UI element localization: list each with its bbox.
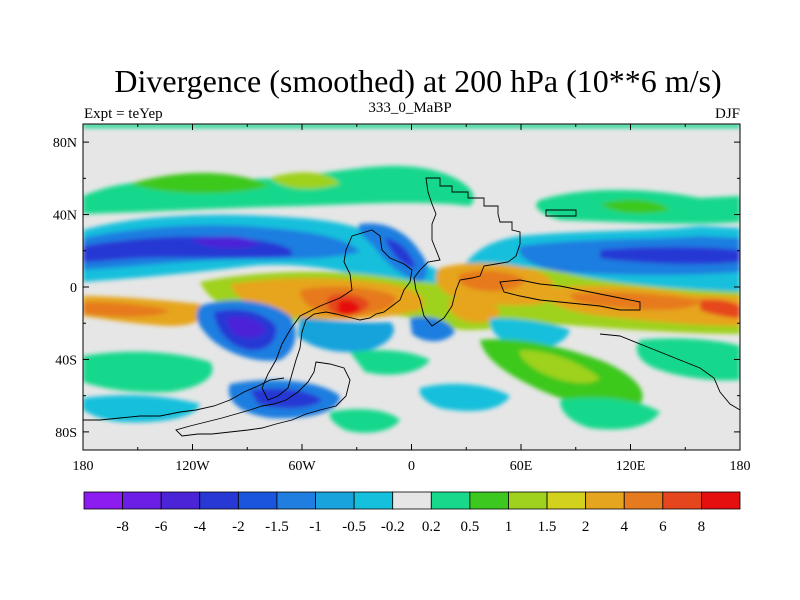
dateline-divergence-core xyxy=(700,299,740,318)
colorbar-label: 4 xyxy=(620,519,628,535)
colorbar-box xyxy=(546,491,587,510)
pacific-convergence-east-core xyxy=(600,247,740,265)
colorbar-box xyxy=(623,491,664,510)
colorbar: -8 -6 -4 -2 -1.5 -1 -0.5 -0.2 0.2 0.5 1 1.5 2 4 6 8 xyxy=(83,491,741,535)
south-atlantic-convergence xyxy=(298,318,394,353)
antarctic-peninsula-outline xyxy=(175,361,351,437)
maritime-continent-outline xyxy=(499,279,641,311)
south-negative-patch-indian xyxy=(419,383,510,412)
colorbar-box xyxy=(585,491,625,510)
atlantic-convergence-core xyxy=(385,238,416,268)
colorbar-label: 1.5 xyxy=(538,519,557,535)
north-positive-core2 xyxy=(270,172,340,189)
x-tick-label: 60E xyxy=(510,459,533,474)
colorbar-box xyxy=(469,491,509,510)
colorbar-label: -6 xyxy=(155,519,168,535)
south-positive-patch-core xyxy=(519,350,600,384)
coastlines xyxy=(83,177,740,437)
colorbar-label: 6 xyxy=(659,519,667,535)
north-convergence-peak xyxy=(190,236,260,249)
colorbar-box xyxy=(276,491,316,510)
colorbar-label: -0.2 xyxy=(381,519,405,535)
y-tick-label: 80S xyxy=(55,426,77,441)
y-axis: 80N 40N 0 40S 80S xyxy=(53,136,740,441)
run-label: 333_0_MaBP xyxy=(368,100,451,116)
colorbar-box xyxy=(237,491,278,510)
divergence-max xyxy=(338,300,360,316)
y-tick-label: 40N xyxy=(53,209,77,224)
colorbar-label: 8 xyxy=(698,519,706,535)
south-positive-patch-east xyxy=(636,338,740,381)
north-positive-band xyxy=(83,165,474,214)
antarctic-coast-outline xyxy=(83,377,285,421)
north-positive-core3 xyxy=(600,199,670,214)
x-tick-label: 0 xyxy=(408,459,415,474)
colorbar-label: 2 xyxy=(582,519,590,535)
colorbar-label: -2 xyxy=(232,519,245,535)
south-positive-patch-polar xyxy=(329,409,400,433)
x-tick-label: 180 xyxy=(730,459,751,474)
season-label: DJF xyxy=(715,106,740,122)
experiment-label: Expt = teYep xyxy=(84,106,163,122)
colorbar-label: 0.2 xyxy=(422,519,441,535)
x-tick-label: 180 xyxy=(73,459,94,474)
east-pacific-divergence-core xyxy=(83,302,170,317)
south-positive-patch-far-south xyxy=(560,397,660,430)
colorbar-box xyxy=(199,491,239,510)
colorbar-label: -0.5 xyxy=(342,519,366,535)
x-axis: 180 120W 60W 0 60E 120E 180 xyxy=(73,124,751,474)
africa-divergence-core xyxy=(458,270,525,292)
colorbar-label: -1 xyxy=(309,519,322,535)
colorbar-label: 0.5 xyxy=(461,519,480,535)
colorbar-box xyxy=(122,491,162,510)
x-tick-label: 120W xyxy=(175,459,210,474)
south-positive-patch-atl xyxy=(350,350,430,375)
colorbar-label: 1 xyxy=(505,519,513,535)
eurasia-africa-outline xyxy=(413,177,521,327)
colorbar-box xyxy=(315,491,355,510)
y-tick-label: 0 xyxy=(70,281,77,296)
south-negative-patch-atl-core xyxy=(250,388,322,409)
colorbar-label: -4 xyxy=(194,519,207,535)
colorbar-box xyxy=(430,491,471,510)
y-tick-label: 80N xyxy=(53,136,77,151)
colorbar-box xyxy=(83,491,123,510)
south-pacific-convergence-peak xyxy=(226,316,266,338)
map-field xyxy=(83,124,740,450)
colorbar-box xyxy=(392,491,432,510)
y-tick-label: 40S xyxy=(55,353,77,368)
inland-sea-outline xyxy=(545,209,577,217)
colorbar-label: -1.5 xyxy=(265,519,289,535)
colorbar-label: -8 xyxy=(116,519,129,535)
indian-divergence xyxy=(448,298,500,323)
south-america-outline xyxy=(261,229,413,401)
south-coast-outline xyxy=(599,333,740,411)
colorbar-box xyxy=(160,491,201,510)
x-tick-label: 60W xyxy=(288,459,316,474)
x-tick-label: 120E xyxy=(616,459,646,474)
colorbar-box xyxy=(662,491,702,510)
chart-title: Divergence (smoothed) at 200 hPa (10**6 … xyxy=(114,63,721,99)
south-africa-convergence xyxy=(410,316,455,342)
north-positive-core xyxy=(130,172,270,194)
colorbar-box xyxy=(508,491,548,510)
south-positive-patch-west xyxy=(83,351,213,393)
colorbar-box xyxy=(353,491,394,510)
colorbar-box xyxy=(701,491,741,510)
south-negative-patch-west xyxy=(83,395,200,423)
